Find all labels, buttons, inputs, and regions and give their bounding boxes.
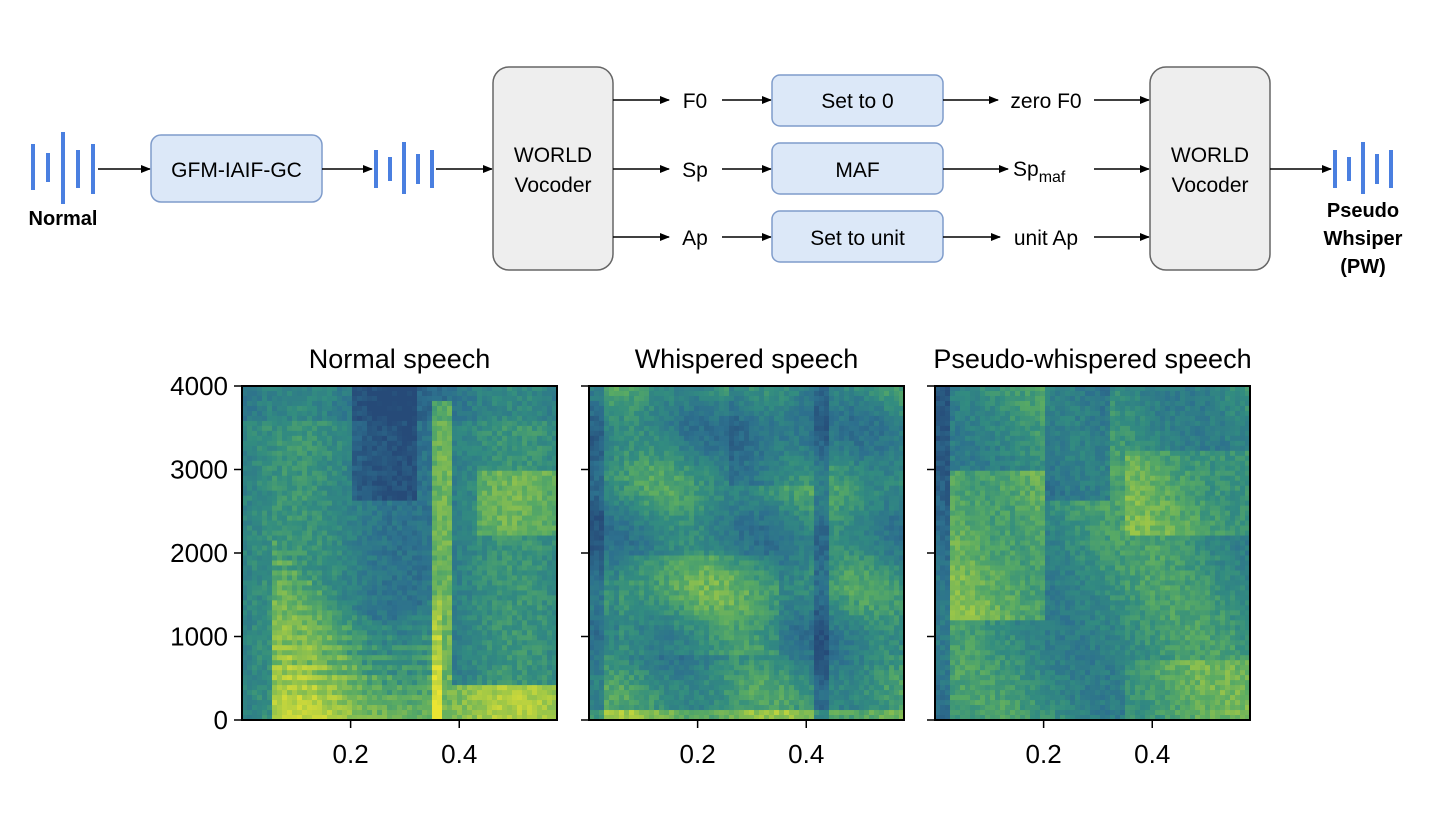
y-tick-label: 4000 — [170, 371, 228, 401]
vocoder-synthesis-line2: Vocoder — [1171, 174, 1248, 197]
ticks-whispered: 0.2 0.4 — [581, 385, 824, 769]
x-tick-label: 0.4 — [441, 739, 477, 769]
y-tick-label: 1000 — [170, 622, 228, 652]
heatmap-normal — [242, 386, 558, 721]
panel-pseudo-whispered: Pseudo-whispered speech 0.2 0.4 — [927, 344, 1252, 769]
vocoder-analysis-line1: WORLD — [514, 144, 592, 167]
y-tick-label: 3000 — [170, 455, 228, 485]
glottal-waveform-icon — [374, 142, 434, 194]
x-tick-label: 0.2 — [680, 739, 716, 769]
panel-title-normal: Normal speech — [309, 344, 491, 374]
panel-title-whispered: Whispered speech — [635, 344, 859, 374]
input-waveform-icon — [31, 132, 95, 204]
x-tick-label: 0.2 — [1026, 739, 1062, 769]
op-set-to-0-label: Set to 0 — [821, 90, 893, 113]
x-tick-label: 0.4 — [788, 739, 824, 769]
output-zero-f0: zero F0 — [1010, 90, 1081, 113]
output-waveform-icon — [1333, 142, 1393, 194]
y-tick-label: 0 — [214, 705, 228, 735]
x-tick-label: 0.4 — [1134, 739, 1170, 769]
vocoder-analysis-line2: Vocoder — [514, 174, 591, 197]
spectrogram-panels: Normal speech 0.2 0.4 0 1000 2000 3000 4000 Wh… — [170, 344, 1251, 769]
output-sp-base: Sp — [1013, 158, 1039, 181]
heatmap-pseudo-whispered — [935, 386, 1251, 721]
output-sp-subscript: maf — [1039, 169, 1066, 186]
filter-block-label: GFM-IAIF-GC — [171, 159, 302, 182]
feature-sp: Sp — [682, 159, 708, 182]
filter-block: GFM-IAIF-GC — [150, 134, 323, 203]
pipeline-diagram: Normal GFM-IAIF-GC WORLD Vocoder F0 S — [29, 66, 1403, 278]
op-set-to-unit-block: Set to unit — [771, 210, 944, 263]
op-set-to-0-block: Set to 0 — [771, 74, 944, 127]
op-maf-label: MAF — [835, 159, 879, 182]
op-maf-block: MAF — [771, 142, 944, 195]
ticks-normal: 0.2 0.4 0 1000 2000 3000 4000 — [170, 371, 477, 769]
ticks-pseudo-whispered: 0.2 0.4 — [927, 385, 1170, 769]
op-set-to-unit-label: Set to unit — [810, 227, 905, 250]
panel-title-pseudo-whispered: Pseudo-whispered speech — [933, 344, 1251, 374]
world-vocoder-synthesis: WORLD Vocoder — [1149, 66, 1271, 271]
output-label-line3: (PW) — [1340, 256, 1386, 278]
input-label: Normal — [29, 208, 98, 230]
world-vocoder-analysis: WORLD Vocoder — [492, 66, 614, 271]
feature-ap: Ap — [682, 227, 708, 250]
feature-f0: F0 — [683, 90, 708, 113]
vocoder-synthesis-line1: WORLD — [1171, 144, 1249, 167]
y-tick-label: 2000 — [170, 538, 228, 568]
panel-whispered: Whispered speech 0.2 0.4 — [581, 344, 905, 769]
panel-normal: Normal speech 0.2 0.4 0 1000 2000 3000 4000 — [170, 344, 558, 769]
output-label-line1: Pseudo — [1327, 200, 1399, 222]
heatmap-whispered — [589, 386, 905, 721]
output-label-line2: Whsiper — [1324, 228, 1403, 250]
output-unit-ap: unit Ap — [1014, 227, 1078, 250]
output-sp-maf: Spmaf — [1013, 158, 1066, 186]
x-tick-label: 0.2 — [333, 739, 369, 769]
